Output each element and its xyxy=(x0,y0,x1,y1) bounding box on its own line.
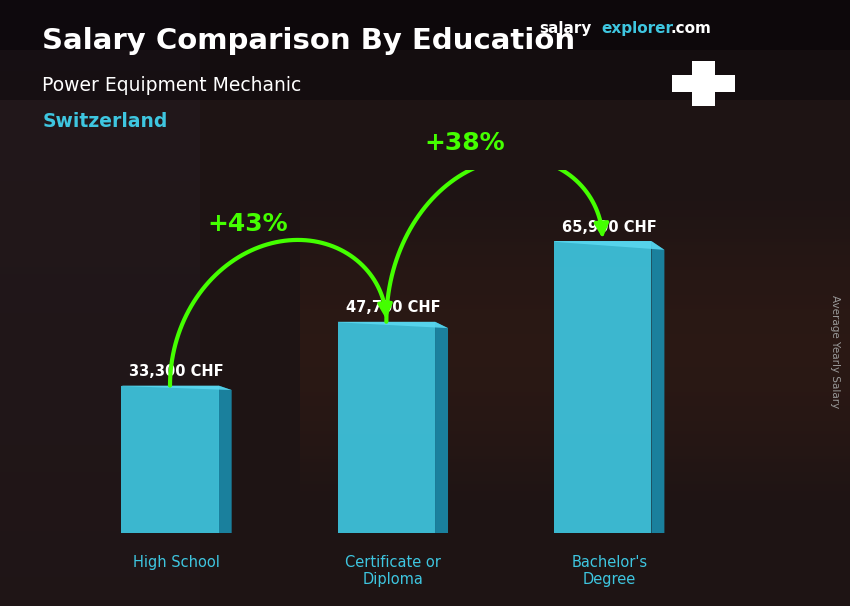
Text: explorer: explorer xyxy=(601,21,673,36)
Polygon shape xyxy=(218,385,232,533)
Text: Average Yearly Salary: Average Yearly Salary xyxy=(830,295,840,408)
Text: 47,700 CHF: 47,700 CHF xyxy=(346,300,440,315)
Text: Switzerland: Switzerland xyxy=(42,112,167,131)
Text: Bachelor's
Degree: Bachelor's Degree xyxy=(571,555,648,587)
Text: 65,900 CHF: 65,900 CHF xyxy=(562,219,656,235)
Polygon shape xyxy=(554,241,665,250)
Text: +38%: +38% xyxy=(424,131,505,155)
Polygon shape xyxy=(122,385,232,390)
Text: Power Equipment Mechanic: Power Equipment Mechanic xyxy=(42,76,302,95)
Polygon shape xyxy=(651,241,665,533)
Polygon shape xyxy=(337,322,448,328)
Text: Certificate or
Diploma: Certificate or Diploma xyxy=(345,555,441,587)
Bar xyxy=(672,75,734,92)
Text: .com: .com xyxy=(671,21,711,36)
Bar xyxy=(122,385,218,533)
Bar xyxy=(692,61,715,105)
Bar xyxy=(337,322,435,533)
Text: +43%: +43% xyxy=(207,212,288,236)
Text: High School: High School xyxy=(133,555,220,570)
Bar xyxy=(554,241,651,533)
Text: salary: salary xyxy=(540,21,592,36)
Polygon shape xyxy=(435,322,448,533)
Text: 33,300 CHF: 33,300 CHF xyxy=(129,364,224,379)
Text: Salary Comparison By Education: Salary Comparison By Education xyxy=(42,27,575,55)
